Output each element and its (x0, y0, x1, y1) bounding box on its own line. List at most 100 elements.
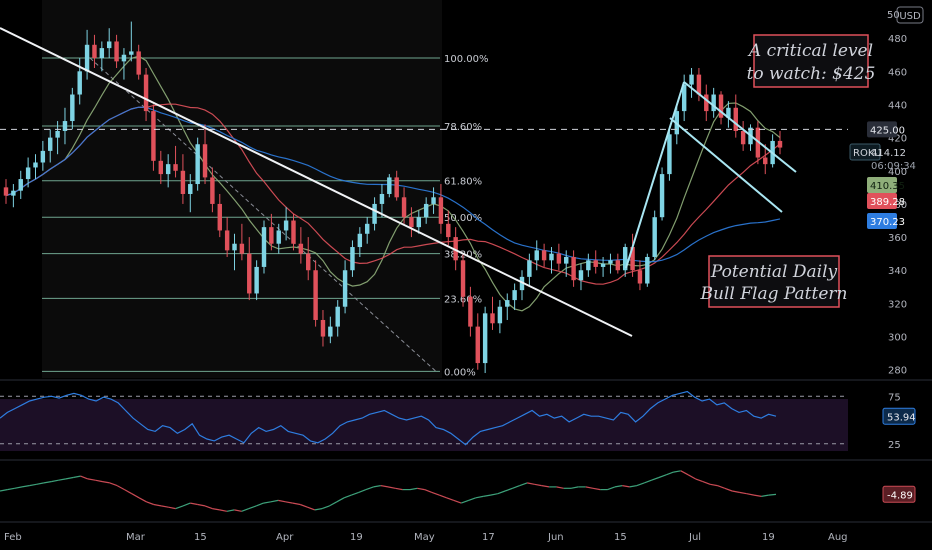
candle-body[interactable] (549, 253, 554, 261)
candle-body[interactable] (261, 227, 267, 267)
candle-body[interactable] (342, 270, 348, 307)
critical-level-note[interactable] (753, 34, 869, 88)
candlesticks[interactable] (3, 21, 783, 374)
currency-badge[interactable] (896, 6, 924, 24)
candle-body[interactable] (637, 270, 643, 284)
candle-body[interactable] (55, 130, 60, 138)
candle-body[interactable] (490, 313, 495, 324)
symbol-tag-bg[interactable] (849, 143, 881, 161)
candle-body[interactable] (350, 247, 355, 271)
candle-body[interactable] (364, 223, 370, 234)
candle-body[interactable] (136, 51, 141, 75)
candle-body[interactable] (129, 51, 134, 55)
candle-body[interactable] (608, 260, 613, 264)
candle-body[interactable] (372, 203, 377, 224)
candle-body[interactable] (298, 243, 304, 254)
candle-body[interactable] (460, 260, 466, 297)
candle-body[interactable] (534, 250, 539, 261)
candle-body[interactable] (84, 44, 90, 72)
candle-body[interactable] (630, 247, 635, 271)
flag-upper-line[interactable] (683, 81, 797, 173)
candle-body[interactable] (468, 296, 473, 327)
price-axis[interactable]: 280 300 320 340 360 380 400 420 440 460 480 425.00 R… (849, 34, 916, 377)
rsi-line[interactable] (0, 390, 777, 446)
candle-body[interactable] (659, 174, 665, 218)
candle-body[interactable] (143, 74, 149, 112)
candle-body[interactable] (283, 220, 289, 231)
candle-body[interactable] (505, 300, 510, 307)
bull-flag-note[interactable] (708, 255, 840, 308)
candle-body[interactable] (40, 150, 46, 163)
flag-lower-line[interactable] (669, 117, 783, 213)
candle-body[interactable] (423, 203, 429, 218)
candle-body[interactable] (763, 157, 768, 165)
candle-body[interactable] (165, 164, 171, 175)
candle-body[interactable] (438, 197, 444, 224)
candle-body[interactable] (210, 177, 215, 204)
candle-body[interactable] (704, 94, 709, 112)
flag-pole-line[interactable] (625, 81, 685, 269)
candle-body[interactable] (106, 41, 112, 49)
candle-body[interactable] (254, 266, 259, 294)
candle-body[interactable] (681, 84, 687, 112)
candle-body[interactable] (696, 74, 702, 95)
candle-body[interactable] (188, 184, 193, 194)
candle-body[interactable] (622, 247, 628, 271)
candle-body[interactable] (711, 94, 716, 112)
candle-body[interactable] (733, 107, 738, 131)
candle-body[interactable] (48, 137, 53, 151)
candle-body[interactable] (276, 230, 281, 244)
candle-body[interactable] (446, 223, 451, 238)
candle-body[interactable] (158, 160, 164, 175)
candle-body[interactable] (615, 260, 621, 271)
candle-body[interactable] (379, 193, 385, 204)
rsi-pane[interactable]: 75 25 53.94 (0, 390, 916, 451)
candle-body[interactable] (239, 243, 245, 254)
candle-body[interactable] (541, 250, 547, 261)
candle-body[interactable] (777, 140, 783, 148)
candle-body[interactable] (357, 233, 363, 248)
drawings[interactable] (0, 27, 848, 337)
candle-body[interactable] (689, 74, 694, 85)
candle-body[interactable] (586, 260, 591, 271)
candle-body[interactable] (718, 94, 724, 118)
candle-body[interactable] (335, 306, 340, 327)
time-axis[interactable]: Feb Mar 15 Apr 19 May 17 Jun 15 Jul 19 Aug (4, 532, 848, 543)
candle-body[interactable] (453, 237, 458, 261)
candle-body[interactable] (224, 230, 230, 251)
candle-body[interactable] (401, 197, 407, 218)
candle-body[interactable] (3, 187, 9, 196)
candle-body[interactable] (328, 326, 333, 337)
candle-body[interactable] (416, 217, 422, 228)
candle-body[interactable] (247, 253, 252, 294)
candle-body[interactable] (578, 270, 584, 281)
candle-body[interactable] (320, 319, 326, 337)
candle-body[interactable] (497, 306, 503, 324)
candle-body[interactable] (173, 164, 178, 171)
candle-body[interactable] (92, 44, 97, 59)
candle-body[interactable] (33, 162, 38, 168)
candle-body[interactable] (556, 253, 562, 264)
candle-body[interactable] (202, 144, 208, 178)
candle-body[interactable] (431, 197, 436, 204)
candle-body[interactable] (475, 326, 480, 364)
candle-body[interactable] (11, 190, 16, 196)
candle-body[interactable] (667, 134, 672, 175)
candle-body[interactable] (195, 144, 200, 185)
candle-body[interactable] (313, 270, 318, 320)
candle-body[interactable] (652, 217, 657, 257)
candle-body[interactable] (394, 177, 399, 198)
candle-body[interactable] (217, 203, 222, 231)
candle-body[interactable] (482, 313, 488, 364)
candle-body[interactable] (151, 111, 156, 161)
candle-body[interactable] (232, 243, 237, 251)
candle-body[interactable] (99, 48, 105, 59)
candle-body[interactable] (726, 107, 731, 118)
candle-body[interactable] (519, 276, 525, 291)
candle-body[interactable] (70, 94, 75, 122)
candle-body[interactable] (564, 256, 569, 264)
candle-body[interactable] (180, 170, 186, 194)
candle-body[interactable] (527, 260, 532, 277)
oscillator-pane[interactable]: -4.89 (0, 470, 916, 512)
